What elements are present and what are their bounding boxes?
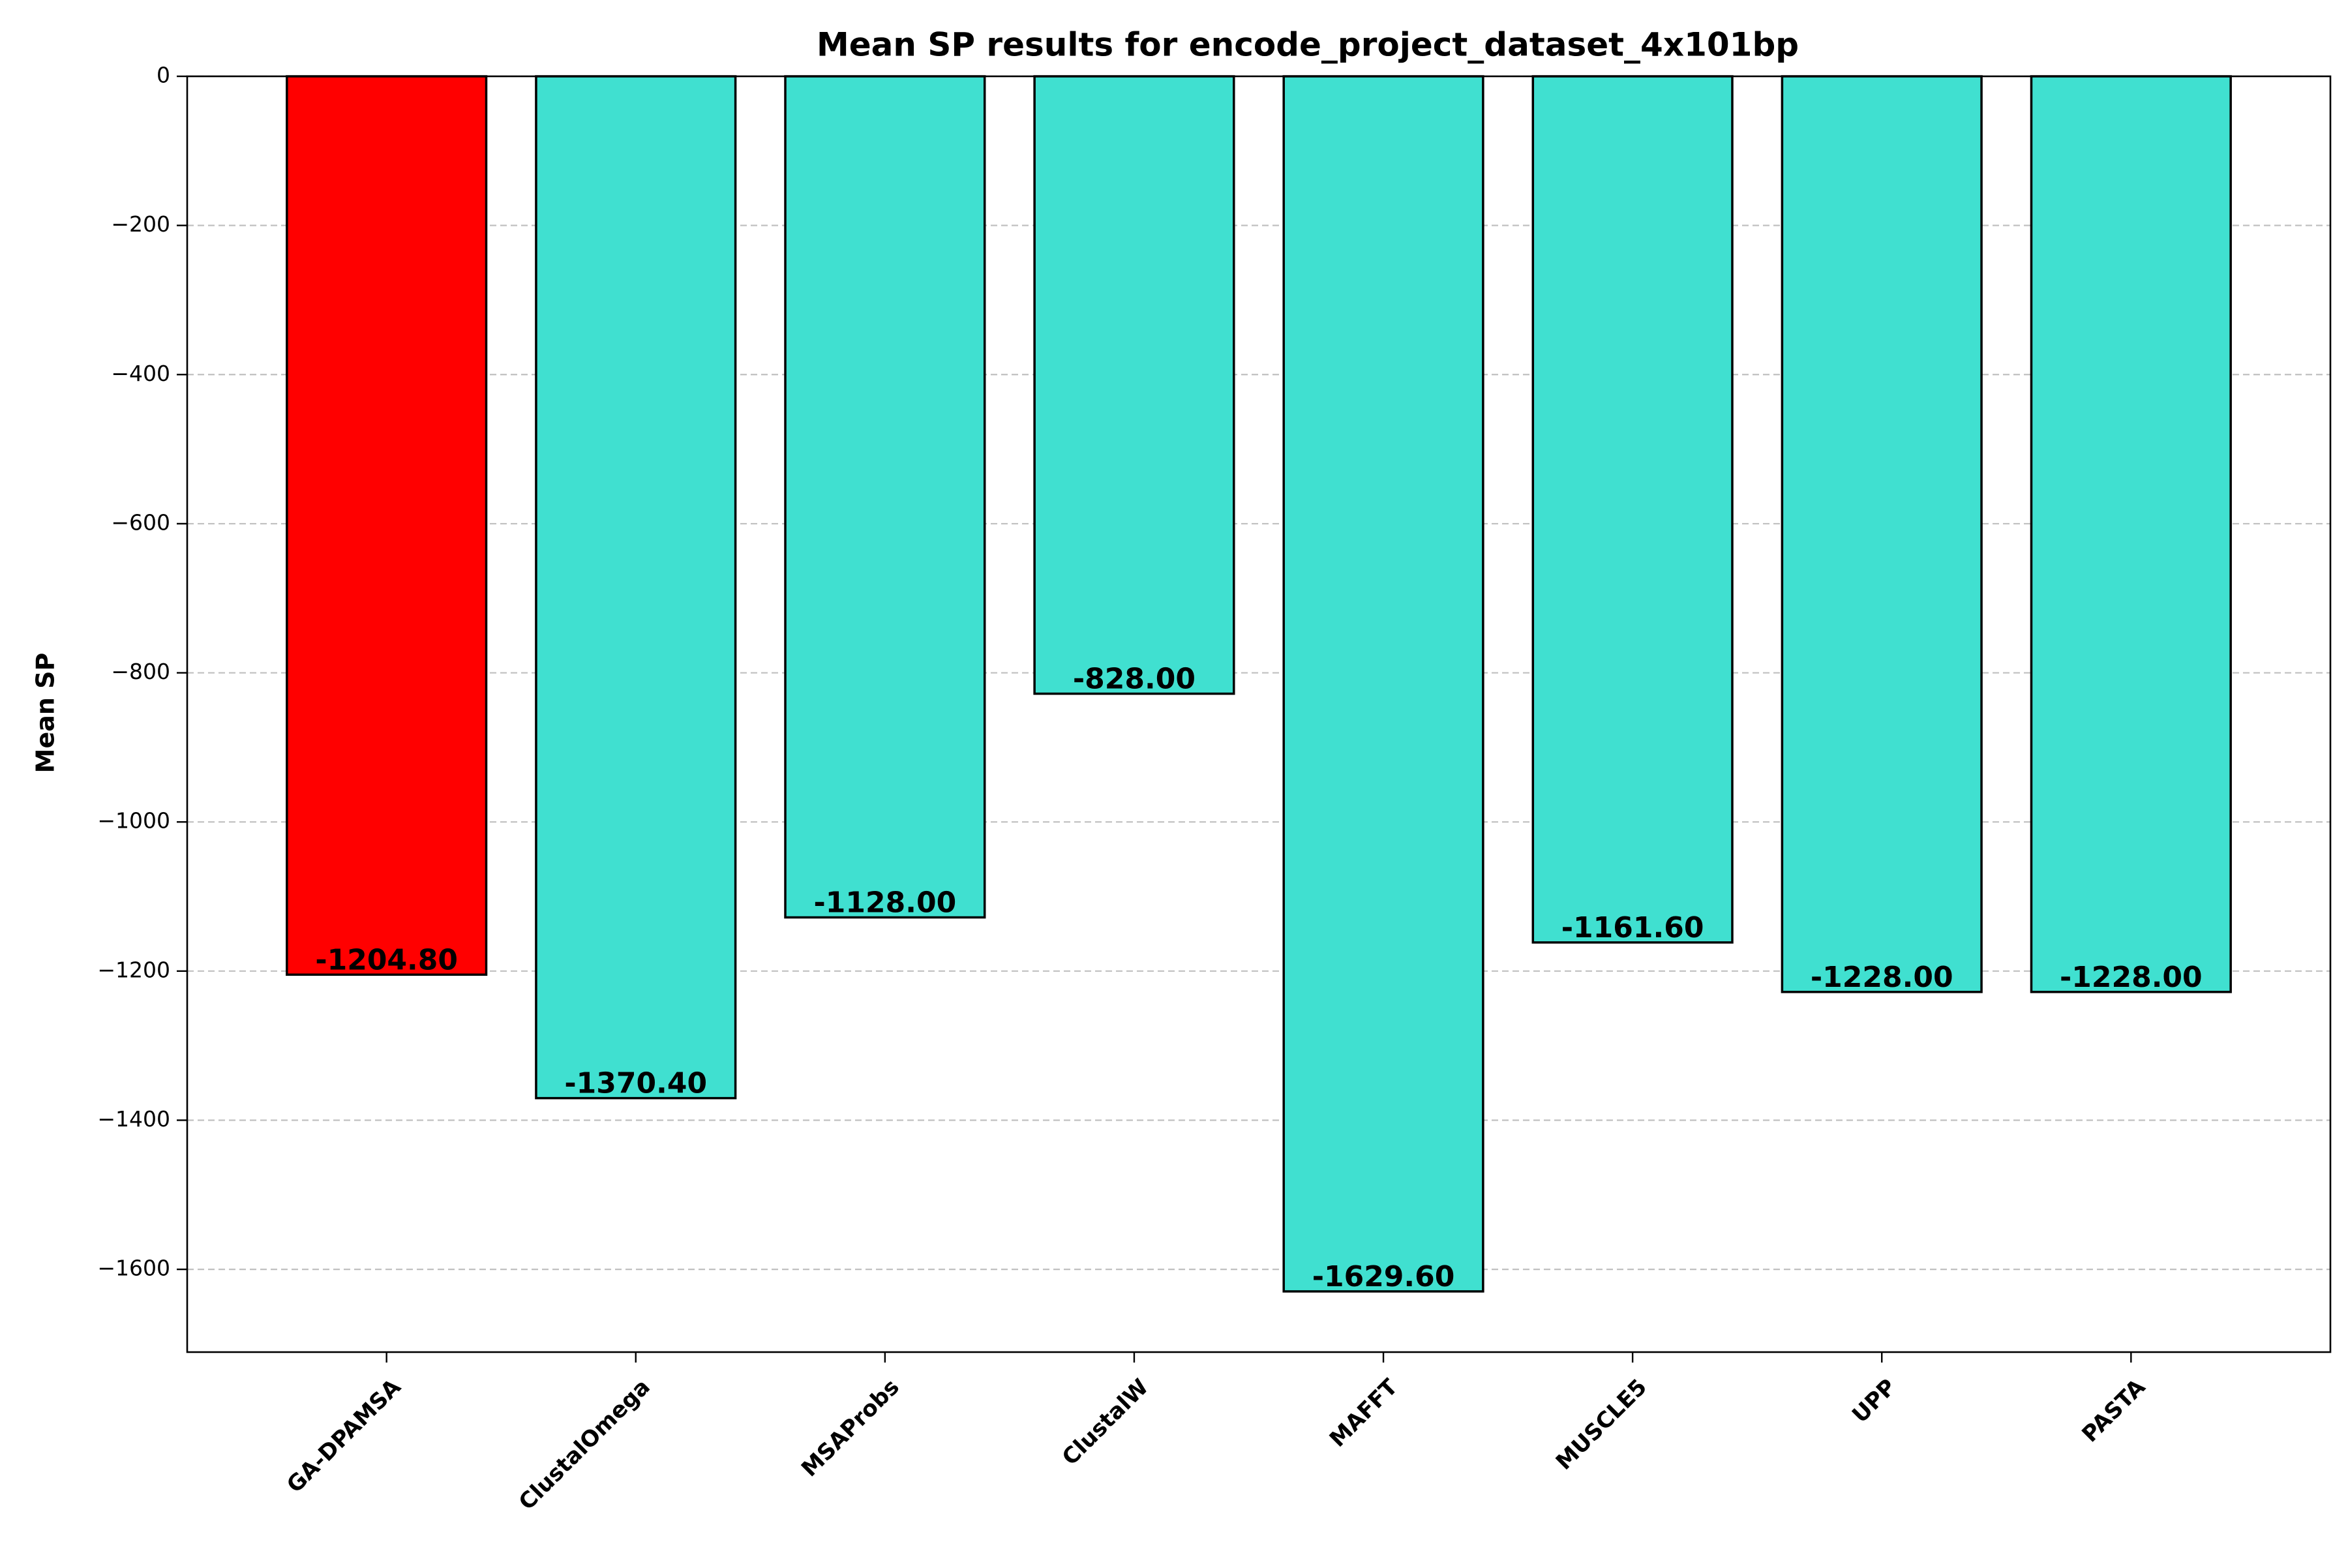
bar-clustalomega [535,75,737,1100]
chart-title: Mean SP results for encode_project_datas… [817,26,1799,64]
bar-muscle5 [1531,75,1734,944]
y-tick-label: −1000 [97,808,170,834]
bars [286,75,2232,1293]
y-tick-label: −1200 [97,957,170,982]
y-tick-label: 0 [157,63,170,88]
bar-value-label: -1228.00 [2060,961,2203,994]
bar-value-label: -1370.40 [564,1067,707,1100]
bar-mafft [1282,75,1484,1293]
bar-value-label: -1161.60 [1561,911,1704,944]
bar-value-label: -1128.00 [814,886,957,920]
value-labels: -1204.80 -1370.40 -1128.00 -828.00 -1629.60 -… [315,663,2202,1293]
y-tick-label: −1600 [97,1256,170,1281]
y-tick-label: −600 [111,509,170,535]
bar-pasta [2030,75,2232,993]
bar-value-label: -1228.00 [1811,961,1953,994]
bar-value-label: -828.00 [1073,663,1196,696]
y-tick-label: −800 [111,659,170,684]
bar-value-label: -1629.60 [1312,1260,1455,1293]
y-tick-label: −400 [111,361,170,386]
bar-msaprobs [784,75,986,919]
y-tick-label: −200 [111,211,170,237]
y-tick-label: −1400 [97,1106,170,1132]
y-axis-label: Mean SP [31,653,60,774]
plot-frame [186,75,2332,1353]
bar-clustalw [1033,75,1235,695]
bar-ga-dpamsa [286,75,488,976]
bar-value-label: -1204.80 [315,943,458,976]
bar-upp [1781,75,1983,993]
